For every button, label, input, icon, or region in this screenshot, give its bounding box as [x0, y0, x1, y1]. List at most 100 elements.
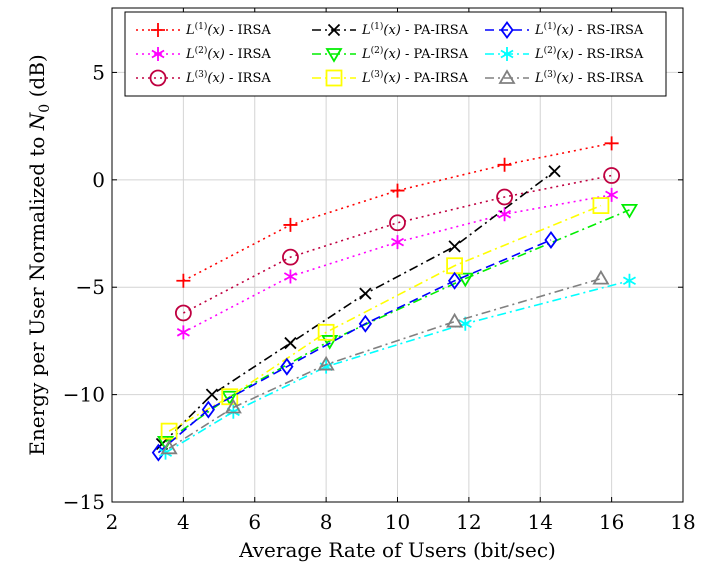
x-tick-label: 6 [248, 510, 261, 534]
legend-box [124, 11, 667, 97]
legend-entry: L(2)(x) - RS-IRSA [485, 45, 644, 62]
data-point [283, 217, 298, 232]
data-point [620, 203, 639, 219]
data-point [448, 240, 461, 253]
data-point [160, 422, 178, 440]
y-tick-label: −10 [63, 383, 105, 407]
series-2 [176, 187, 619, 340]
data-point [160, 439, 178, 455]
data-point [283, 269, 297, 284]
x-tick-label: 10 [385, 510, 410, 534]
data-point [317, 355, 335, 371]
data-point [389, 214, 406, 232]
data-point [176, 325, 190, 340]
series-line [183, 142, 612, 282]
data-point [317, 323, 335, 341]
series-6 [160, 197, 610, 440]
legend-entry: L(1)(x) - IRSA [136, 21, 271, 38]
legend-entry: L(1)(x) - RS-IRSA [485, 20, 644, 40]
data-point [605, 187, 619, 202]
data-point [321, 335, 339, 350]
y-tick-label: 5 [92, 60, 105, 84]
legend-marker [500, 47, 514, 61]
series-line [168, 277, 602, 449]
series-line [165, 209, 630, 443]
legend-label: L(1)(x) - IRSA [185, 21, 271, 38]
series-line [183, 174, 612, 314]
series-line [157, 239, 552, 454]
legend-marker [149, 69, 167, 87]
data-point [622, 273, 636, 288]
legend-label: L(2)(x) - PA-IRSA [361, 45, 469, 62]
data-point [205, 388, 219, 401]
series-3 [174, 167, 621, 322]
data-point [282, 248, 299, 266]
legend-label: L(1)(x) - PA-IRSA [361, 21, 469, 38]
data-point [592, 269, 610, 285]
x-tick-label: 18 [670, 510, 695, 534]
y-tick-label: 0 [92, 168, 105, 192]
data-point [224, 398, 242, 414]
data-point [284, 336, 297, 350]
legend-entry: L(3)(x) - IRSA [136, 69, 271, 87]
series-line [161, 170, 556, 445]
data-point [447, 271, 462, 290]
data-point [359, 287, 372, 300]
legend-entry: L(3)(x) - RS-IRSA [485, 69, 644, 86]
data-point [358, 314, 372, 333]
data-point [176, 273, 191, 288]
legend-marker [500, 20, 514, 40]
data-point [390, 183, 405, 198]
legend-label: L(3)(x) - PA-IRSA [361, 69, 469, 86]
data-point [496, 188, 513, 206]
series-5 [156, 203, 639, 451]
x-axis-label: Average Rate of Users (bit/sec) [238, 538, 556, 562]
data-point [592, 197, 610, 215]
legend-label: L(2)(x) - IRSA [185, 45, 271, 62]
data-point [604, 136, 619, 151]
legend-marker [498, 69, 516, 84]
series-line [165, 279, 630, 454]
data-point [497, 157, 512, 172]
legend-label: L(3)(x) - IRSA [185, 69, 271, 86]
series-9 [160, 269, 610, 455]
series-7 [151, 230, 558, 462]
plot-series [151, 136, 639, 462]
series-1 [176, 136, 619, 288]
y-tick-label: −15 [63, 490, 105, 514]
data-point [201, 400, 215, 419]
axis-ticks: 2 4 6 8 10 12 14 16 18 −15 −10 −5 0 5 [63, 8, 696, 534]
legend-entry: L(3)(x) - PA-IRSA [312, 69, 469, 87]
data-point [456, 272, 474, 288]
x-tick-label: 16 [599, 510, 624, 534]
data-point [221, 388, 239, 406]
data-point [603, 167, 621, 184]
data-point [548, 165, 561, 178]
legend-entry: L(2)(x) - IRSA [136, 45, 271, 62]
legend-marker [325, 69, 343, 87]
data-point [446, 312, 464, 328]
data-point [174, 304, 192, 322]
x-tick-label: 12 [456, 510, 481, 534]
series-line [168, 204, 602, 432]
series-4 [155, 165, 561, 451]
legend-marker [151, 47, 165, 61]
legend-marker [327, 23, 341, 37]
legend-marker [325, 48, 343, 63]
legend: L(1)(x) - IRSA L(1)(x) - PA-IRSA L(1)(x) -… [124, 11, 667, 97]
legend-entry: L(1)(x) - PA-IRSA [312, 21, 469, 38]
data-point [390, 235, 405, 250]
x-tick-label: 2 [106, 510, 119, 534]
legend-label: L(1)(x) - RS-IRSA [534, 21, 644, 38]
data-point [221, 390, 239, 406]
legend-label: L(2)(x) - RS-IRSA [534, 45, 644, 62]
legend-label: L(3)(x) - RS-IRSA [534, 69, 644, 86]
data-point [280, 357, 294, 376]
x-tick-label: 8 [320, 510, 333, 534]
data-point [544, 230, 558, 249]
x-tick-label: 14 [528, 510, 553, 534]
y-axis-label: Energy per User Normalized to N0 (dB) [25, 54, 53, 455]
y-tick-label: −5 [76, 275, 105, 299]
legend-entry: L(2)(x) - PA-IRSA [312, 45, 469, 63]
